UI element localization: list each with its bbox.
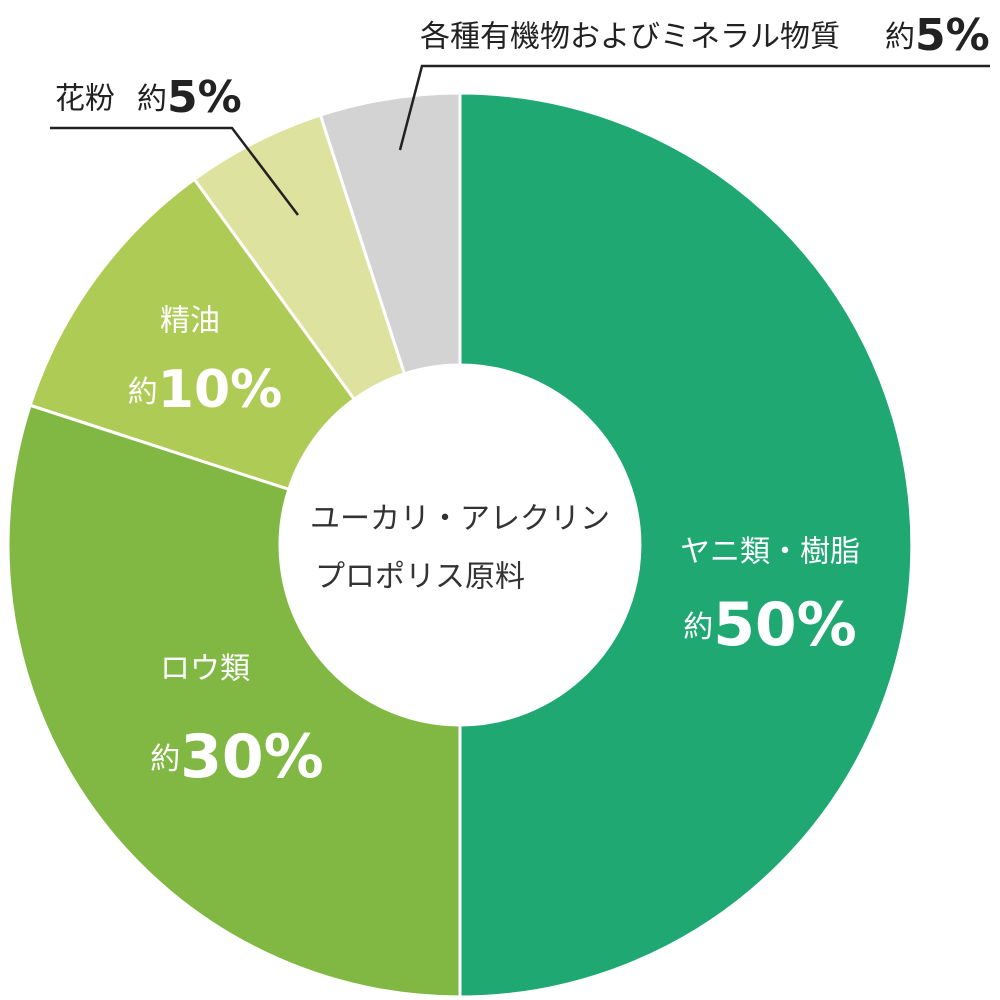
value-label: 約50% — [683, 590, 857, 660]
leader-line — [398, 64, 990, 151]
category-label: ロウ類 — [160, 652, 250, 687]
category-label: 各種有機物およびミネラル物質 — [420, 20, 840, 55]
category-label: ヤニ類・樹脂 — [680, 535, 860, 570]
value-label: 約5% — [885, 10, 990, 61]
donut-slice — [6, 403, 462, 999]
category-label: 精油 — [160, 304, 220, 339]
center-label: ユーカリ・アレクリン — [310, 502, 610, 537]
leader-line — [50, 126, 299, 216]
category-label: 花粉 — [55, 82, 115, 117]
value-label: 約5% — [137, 72, 242, 123]
donut-slice — [192, 113, 407, 402]
value-label: 約30% — [150, 722, 324, 792]
center-label: プロポリス原料 — [315, 560, 525, 595]
donut-slice — [28, 177, 357, 492]
value-label: 約10% — [128, 360, 282, 420]
donut-slice — [458, 91, 914, 999]
